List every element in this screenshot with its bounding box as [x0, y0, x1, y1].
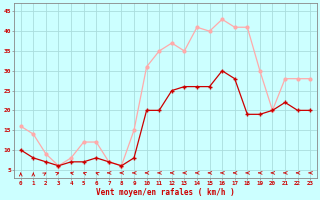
X-axis label: Vent moyen/en rafales ( km/h ): Vent moyen/en rafales ( km/h ): [96, 188, 235, 197]
